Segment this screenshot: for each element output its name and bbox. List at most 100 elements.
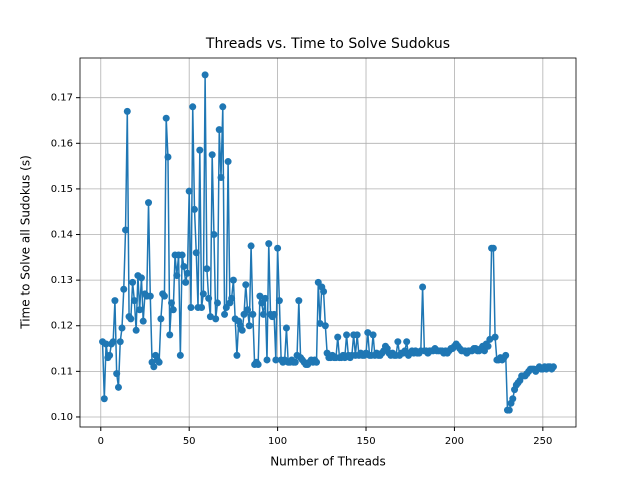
data-point — [238, 326, 246, 334]
y-tick-label: 0.11 — [51, 366, 73, 377]
data-point — [198, 303, 206, 311]
data-point — [394, 338, 402, 346]
data-point — [259, 310, 267, 318]
data-point — [321, 322, 329, 330]
data-point — [486, 335, 494, 343]
data-point — [203, 265, 211, 273]
data-point — [189, 103, 197, 111]
data-point — [120, 285, 128, 293]
data-point — [102, 340, 110, 348]
data-point — [263, 356, 271, 364]
data-point — [182, 278, 190, 286]
data-point — [190, 205, 198, 213]
data-point — [291, 358, 299, 366]
data-point — [275, 297, 283, 305]
data-point — [116, 338, 124, 346]
data-point — [261, 294, 269, 302]
data-point — [199, 290, 207, 298]
x-tick-label: 200 — [445, 436, 464, 447]
data-point — [118, 324, 126, 332]
data-point — [272, 356, 280, 364]
data-point — [316, 319, 324, 327]
data-point — [213, 299, 221, 307]
x-tick-label: 150 — [356, 436, 375, 447]
data-point — [505, 406, 513, 414]
data-point — [169, 306, 177, 314]
data-point — [206, 313, 214, 321]
data-point — [130, 297, 138, 305]
data-point — [242, 281, 250, 289]
y-tick-label: 0.13 — [51, 275, 73, 286]
data-point — [369, 331, 377, 339]
y-tick-label: 0.16 — [51, 138, 73, 149]
data-point — [229, 276, 237, 284]
y-axis-label: Time to Solve all Sudokus (s) — [19, 155, 33, 330]
data-point — [122, 226, 130, 234]
data-point — [192, 249, 200, 257]
plot-frame — [79, 57, 577, 428]
data-point — [205, 294, 213, 302]
data-point — [155, 358, 163, 366]
data-point — [549, 363, 557, 371]
data-point — [270, 310, 278, 318]
data-point — [313, 358, 321, 366]
y-tick-label: 0.17 — [51, 93, 73, 104]
data-point — [364, 329, 372, 337]
data-point — [228, 294, 236, 302]
data-point — [114, 383, 122, 391]
x-tick-label: 50 — [183, 436, 196, 447]
data-point — [491, 333, 499, 341]
data-point — [100, 395, 108, 403]
data-point — [334, 333, 342, 341]
data-point — [509, 395, 517, 403]
data-point — [162, 114, 170, 122]
data-point — [187, 303, 195, 311]
data-point — [484, 342, 492, 350]
data-point — [208, 151, 216, 159]
x-tick-label: 0 — [98, 436, 104, 447]
data-point — [157, 315, 165, 323]
data-point — [212, 315, 220, 323]
data-point — [245, 322, 253, 330]
data-point — [295, 297, 303, 305]
data-point — [123, 107, 131, 115]
data-point — [136, 306, 144, 314]
y-tick-label: 0.12 — [51, 321, 73, 332]
data-point — [127, 315, 135, 323]
data-point — [180, 262, 188, 270]
chart-title: Threads vs. Time to Solve Sudokus — [205, 36, 450, 52]
data-point — [233, 351, 241, 359]
data-point — [489, 244, 497, 252]
data-point — [201, 71, 209, 79]
data-point — [353, 331, 361, 339]
data-point — [129, 278, 137, 286]
data-point — [247, 242, 255, 250]
data-point — [219, 103, 227, 111]
data-point — [166, 331, 174, 339]
data-point — [111, 297, 119, 305]
data-point — [146, 292, 154, 300]
data-point — [109, 338, 117, 346]
data-point — [265, 240, 273, 248]
data-point — [139, 317, 147, 325]
data-point — [210, 231, 218, 239]
data-point — [150, 363, 158, 371]
data-point — [160, 292, 168, 300]
data-point — [168, 299, 176, 307]
data-point — [320, 288, 328, 296]
data-point — [244, 306, 252, 314]
data-point — [173, 272, 181, 280]
data-point — [224, 158, 232, 166]
y-tick-label: 0.15 — [51, 184, 73, 195]
data-point — [215, 126, 223, 134]
data-point — [403, 338, 411, 346]
y-tick-label: 0.10 — [51, 412, 73, 423]
data-point — [137, 274, 145, 282]
x-tick-label: 100 — [268, 436, 287, 447]
data-point — [183, 269, 191, 277]
data-point — [343, 331, 351, 339]
data-point — [145, 199, 153, 207]
data-point — [132, 326, 140, 334]
data-point — [106, 351, 114, 359]
